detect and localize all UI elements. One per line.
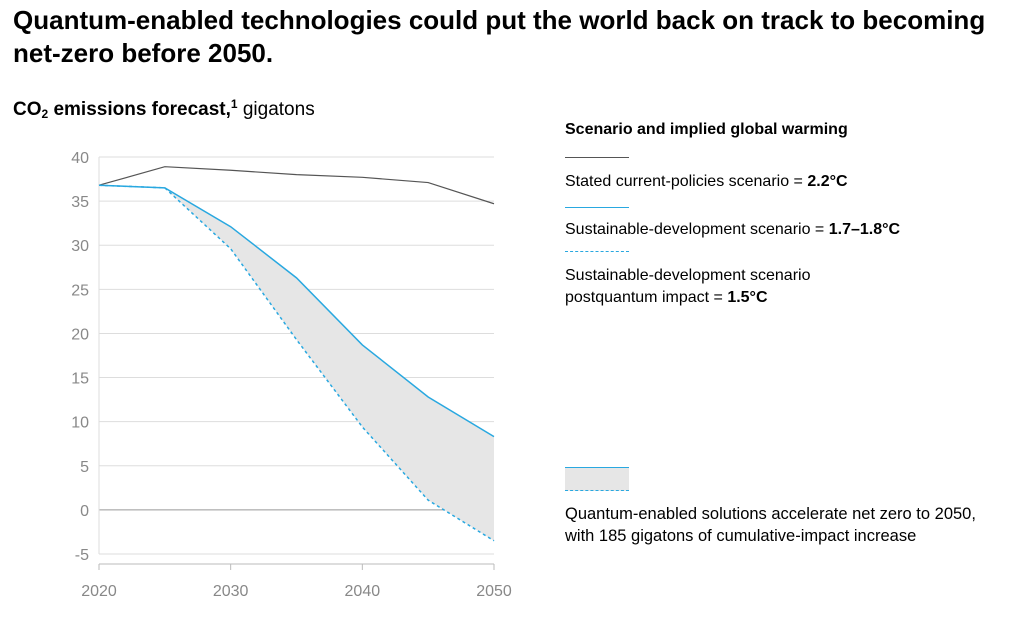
legend-area-note: Quantum-enabled solutions accelerate net… [565,503,976,547]
legend-item-sustainable: Sustainable-development scenario = 1.7–1… [565,219,900,241]
subtitle-subscript: 2 [41,107,49,121]
x-tick-label: 2020 [81,583,117,600]
legend-heading: Scenario and implied global warming [565,121,848,138]
legend-item-postquantum: Sustainable-development scenario postquan… [565,265,810,309]
legend-swatch-sustainable [565,207,629,208]
y-tick-label: 15 [71,371,89,388]
subtitle-footnote: 1 [230,97,238,111]
legend-label: Stated current-policies scenario = [565,173,808,190]
legend-value: 1.5°C [727,289,768,306]
legend-value: 1.7–1.8°C [828,221,901,238]
legend-swatch-current-policies [565,157,629,158]
chart-subtitle: CO2 emissions forecast,1 gigatons [13,97,315,121]
legend-label: Sustainable-development scenario = [565,221,829,238]
legend-swatch-area [565,467,629,491]
series-line-postquantum [98,184,495,542]
chart-title: Quantum-enabled technologies could put t… [13,5,986,68]
legend-label-line2: postquantum impact = [565,289,728,306]
y-tick-label: 30 [71,238,89,255]
y-tick-label: -5 [75,547,89,564]
y-tick-label: 20 [71,326,89,343]
legend-swatch-postquantum [565,251,629,252]
y-tick-label: 35 [71,194,89,211]
x-tick-label: 2050 [476,583,512,600]
area-note-line1: Quantum-enabled solutions accelerate net… [565,505,976,523]
series-line-sustainable [98,184,495,438]
legend-label-line1: Sustainable-development scenario [565,267,811,284]
y-tick-label: 10 [71,415,89,432]
legend-value: 2.2°C [807,173,848,190]
series-line-current-policies [98,166,495,205]
impact-area [99,185,494,541]
subtitle-unit: gigatons [237,99,315,120]
legend-item-current-policies: Stated current-policies scenario = 2.2°C [565,171,848,193]
subtitle-main-suffix: emissions forecast, [48,99,231,120]
x-tick-label: 2030 [213,583,249,600]
x-tick-label: 2040 [345,583,381,600]
y-tick-label: 5 [80,459,89,476]
y-tick-label: 25 [71,282,89,299]
subtitle-main-prefix: CO [13,99,42,120]
y-tick-label: 0 [80,503,89,520]
y-tick-label: 40 [71,150,89,167]
area-note-line2: with 185 gigatons of cumulative-impact i… [565,527,917,545]
